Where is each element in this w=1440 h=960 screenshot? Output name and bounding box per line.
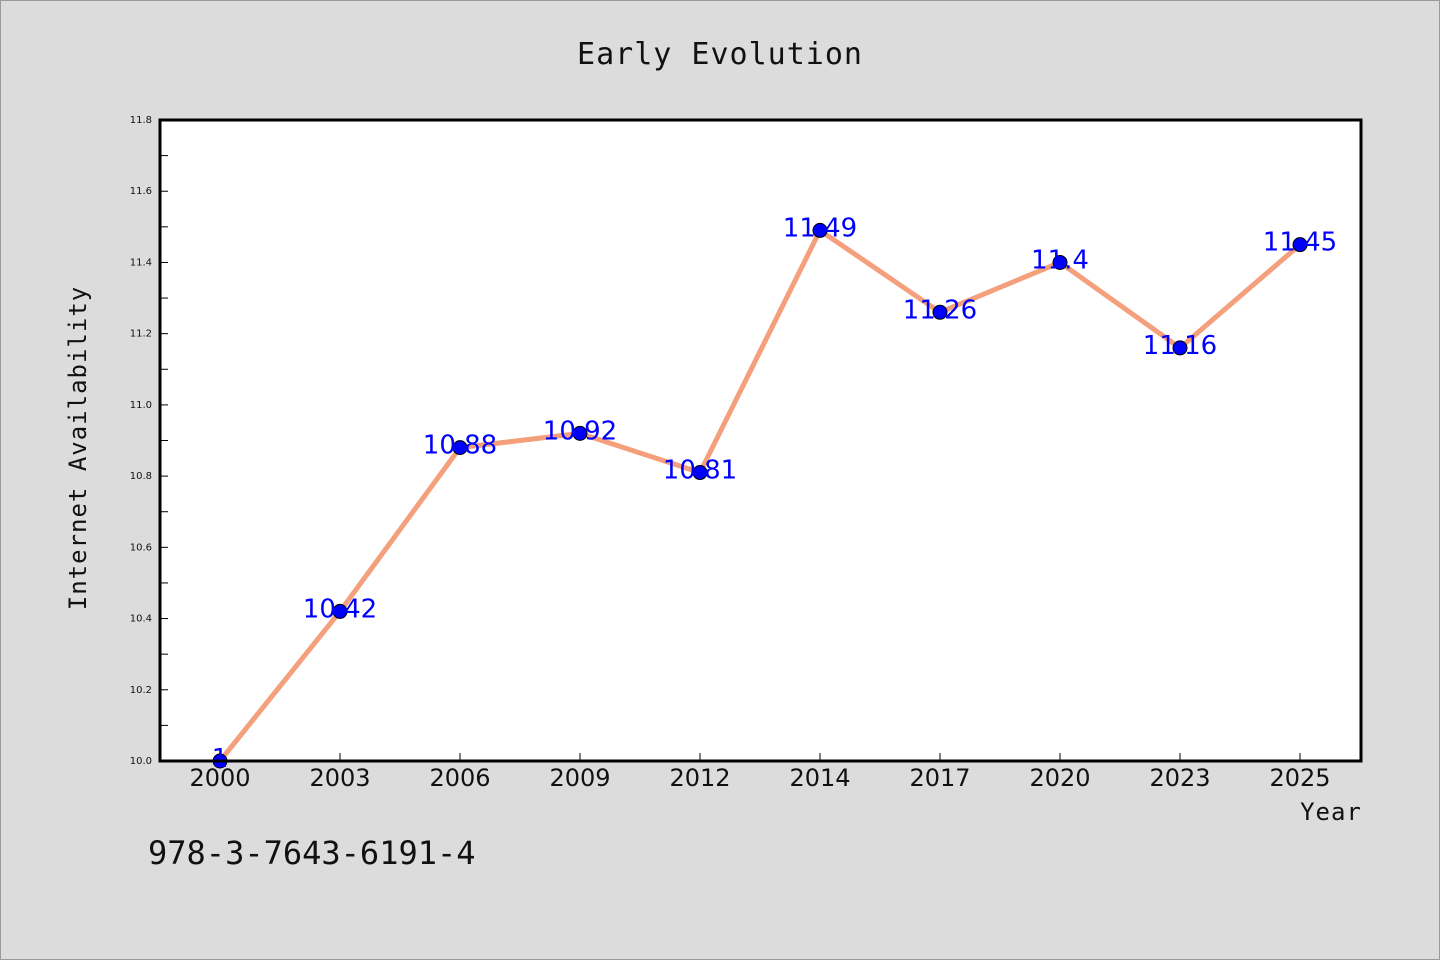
x-tick-label: 2009 bbox=[549, 764, 610, 792]
y-tick-label: 11.2 bbox=[130, 329, 152, 340]
series-line bbox=[218, 227, 1302, 763]
y-tick-label: 10.2 bbox=[130, 685, 152, 696]
data-point-marker bbox=[932, 304, 948, 320]
x-tick-label: 2017 bbox=[909, 764, 970, 792]
y-tick-label: 11.4 bbox=[130, 257, 152, 268]
data-point-label: 11.16 bbox=[1143, 331, 1217, 361]
data-point-label: 1 bbox=[212, 744, 229, 774]
data-labels: 1 10.42 10.88 10.92 10.81 11.49 11.26 11.4 11.16… bbox=[212, 213, 1337, 774]
data-point-marker bbox=[572, 425, 588, 441]
x-axis-ticks: 2000 2003 2006 2009 2012 2014 2017 2020 2023 2025 bbox=[189, 753, 1331, 792]
x-tick-label: 2014 bbox=[789, 764, 850, 792]
plot-area bbox=[160, 120, 1361, 761]
x-tick-label: 2025 bbox=[1269, 764, 1330, 792]
data-point-marker bbox=[692, 465, 708, 481]
y-axis-ticks: 10.0 10.2 10.4 10.6 10.8 11.0 11.2 11.4 11.6 11.8 bbox=[130, 115, 168, 767]
y-tick-label: 10.4 bbox=[130, 614, 152, 625]
x-tick-label: 2000 bbox=[189, 764, 250, 792]
y-tick-label: 11.6 bbox=[130, 186, 152, 197]
data-point-marker bbox=[1052, 254, 1068, 270]
data-point-label: 10.88 bbox=[423, 431, 497, 461]
y-tick-label: 10.6 bbox=[130, 542, 152, 553]
footer-code: 978-3-7643-6191-4 bbox=[148, 834, 476, 872]
y-axis-label: Internet Availability bbox=[64, 286, 92, 610]
y-tick-label: 11.0 bbox=[130, 400, 152, 411]
plot-frame bbox=[158, 118, 1363, 763]
x-tick-label: 2012 bbox=[669, 764, 730, 792]
y-tick-label: 10.0 bbox=[130, 756, 152, 767]
y-tick-label: 11.8 bbox=[130, 115, 152, 126]
x-tick-label: 2020 bbox=[1029, 764, 1090, 792]
data-point-marker bbox=[332, 603, 348, 619]
data-point-label: 10.92 bbox=[543, 416, 617, 446]
x-tick-label: 2006 bbox=[429, 764, 490, 792]
data-point-marker bbox=[452, 440, 468, 456]
x-tick-label: 2023 bbox=[1149, 764, 1210, 792]
data-point-label: 10.81 bbox=[663, 456, 737, 486]
chart-title: Early Evolution bbox=[577, 37, 863, 72]
y-tick-label: 10.8 bbox=[130, 471, 152, 482]
data-point-label: 11.26 bbox=[903, 295, 977, 325]
x-axis-label: Year bbox=[1300, 798, 1362, 826]
data-point-marker bbox=[1172, 340, 1188, 356]
data-point-label: 11.45 bbox=[1263, 228, 1337, 258]
data-point-label: 10.42 bbox=[303, 594, 377, 624]
x-tick-label: 2003 bbox=[309, 764, 370, 792]
series-markers bbox=[212, 222, 1308, 769]
data-point-marker bbox=[1292, 237, 1308, 253]
data-point-marker bbox=[812, 222, 828, 238]
data-point-label: 11.4 bbox=[1031, 245, 1089, 275]
data-point-label: 11.49 bbox=[783, 213, 857, 243]
